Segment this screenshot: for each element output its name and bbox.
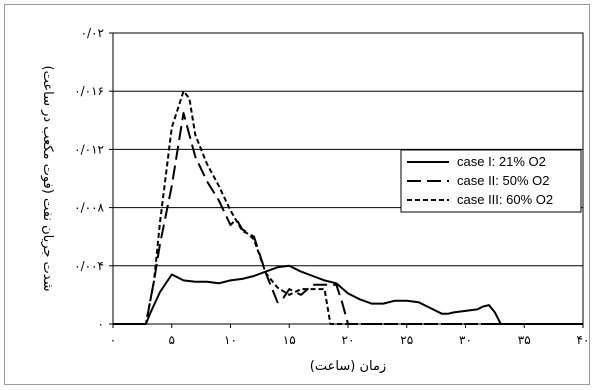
x-axis-ticks: ۰ ۵ ۱۰ ۱۵ ۲۰ ۲۵ ۳۰ ۳۵ ۴۰ xyxy=(110,324,590,347)
x-tick-label: ۳۰ xyxy=(459,333,472,347)
x-tick-label: ۳۵ xyxy=(518,333,531,347)
y-tick-label: ۰/۰۱۲ xyxy=(74,142,104,156)
y-tick-label: ۰/۰۱۶ xyxy=(74,84,104,98)
y-tick-label: ۰/۰۰۴ xyxy=(74,259,104,273)
x-tick-label: ۰ xyxy=(110,333,116,347)
y-axis-ticks: ۰ ۰/۰۰۴ ۰/۰۰۸ ۰/۰۱۲ ۰/۰۱۶ ۰/۰۲ xyxy=(74,26,113,331)
y-tick-label: ۰ xyxy=(98,317,104,331)
x-axis-label: زمان (ساعت) xyxy=(310,359,386,374)
y-tick-label: ۰/۰۲ xyxy=(81,26,104,40)
x-tick-label: ۴۰ xyxy=(577,333,590,347)
series-lines xyxy=(113,90,583,325)
x-tick-label: ۲۵ xyxy=(400,333,413,347)
series-line-2 xyxy=(113,112,583,325)
legend-label-3: case III: 60% O2 xyxy=(457,192,553,207)
x-tick-label: ۵ xyxy=(169,333,175,347)
legend: case I: 21% O2 case II: 50% O2 case III: 6… xyxy=(400,149,582,213)
legend-label-2: case II: 50% O2 xyxy=(457,173,550,188)
x-tick-label: ۱۵ xyxy=(283,333,296,347)
y-axis-label: شدت جریان نفت (فوت مکعب در ساعت) xyxy=(40,66,55,292)
x-tick-label: ۱۰ xyxy=(224,333,237,347)
x-tick-label: ۲۰ xyxy=(342,333,355,347)
series-line-1 xyxy=(113,264,583,325)
legend-label-1: case I: 21% O2 xyxy=(457,154,546,169)
y-tick-label: ۰/۰۰۸ xyxy=(74,201,104,215)
